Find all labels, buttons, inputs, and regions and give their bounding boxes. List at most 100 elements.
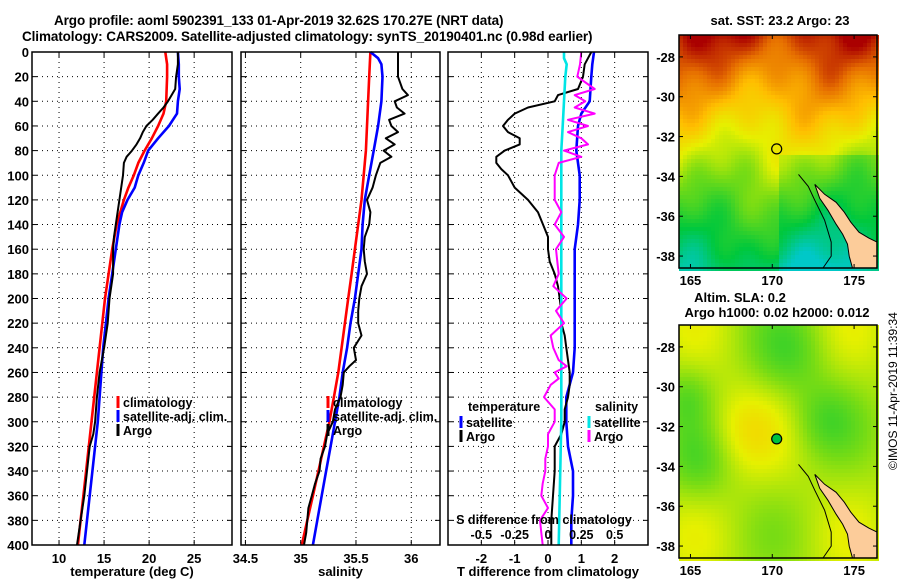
map-cell [703,123,707,127]
map-cell [835,175,839,179]
map-cell [755,457,759,461]
map-cell [815,83,819,87]
map-cell [707,143,711,147]
map-cell [791,51,795,55]
map-cell [739,59,743,63]
map-cell [851,449,855,453]
map-cell [767,179,771,183]
map-cell [863,39,867,43]
map-cell [691,429,695,433]
map-cell [787,155,791,159]
map-cell [795,357,799,361]
map-cell [707,457,711,461]
map-cell [691,191,695,195]
map-cell [703,55,707,59]
map-cell [795,179,799,183]
map-cell [739,441,743,445]
map-cell [687,361,691,365]
map-cell [731,267,735,271]
map-cell [859,111,863,115]
map-cell [863,385,867,389]
map-cell [823,433,827,437]
map-cell [779,107,783,111]
map-cell [707,417,711,421]
map-cell [771,231,775,235]
map-cell [731,107,735,111]
map-cell [699,67,703,71]
map-cell [775,219,779,223]
map-cell [823,155,827,159]
map-cell [767,243,771,247]
map-cell [779,453,783,457]
map-cell [835,83,839,87]
map-cell [703,349,707,353]
map-cell [687,365,691,369]
x-tick-label: 0 [544,551,551,566]
map-cell [747,353,751,357]
map-cell [787,345,791,349]
map-cell [703,183,707,187]
map-cell [727,397,731,401]
map-cell [703,191,707,195]
map-cell [795,413,799,417]
map-cell [779,267,783,271]
map-cell [731,231,735,235]
map-cell [767,373,771,377]
map-cell [691,247,695,251]
map-cell [775,393,779,397]
map-cell [795,393,799,397]
map-cell [759,191,763,195]
map-cell [735,99,739,103]
map-cell [807,119,811,123]
map-cell [731,381,735,385]
map-cell [835,457,839,461]
map-cell [831,91,835,95]
map-cell [839,453,843,457]
map-cell [687,203,691,207]
map-cell [715,267,719,271]
map-cell [683,179,687,183]
map-cell [867,71,871,75]
map-cell [683,163,687,167]
map-cell [811,353,815,357]
map-cell [743,449,747,453]
map-cell [851,199,855,203]
map-cell [855,111,859,115]
map-cell [783,99,787,103]
map-cell [831,353,835,357]
map-cell [807,139,811,143]
map-cell [699,449,703,453]
map-cell [739,445,743,449]
map-cell [743,239,747,243]
map-cell [695,135,699,139]
map-y-tick-label: -36 [656,209,675,224]
map-cell [747,47,751,51]
map-cell [783,239,787,243]
map-cell [847,369,851,373]
map-cell [799,75,803,79]
map-cell [691,345,695,349]
map-cell [823,67,827,71]
map-cell [763,123,767,127]
map-cell [791,135,795,139]
map-cell [695,449,699,453]
secondary-tick-label: 0 [545,528,552,542]
map-cell [739,361,743,365]
map-cell [731,357,735,361]
map-cell [711,449,715,453]
map-cell [827,243,831,247]
map-cell [791,103,795,107]
map-cell [859,143,863,147]
map-cell [699,247,703,251]
map-cell [731,143,735,147]
map-cell [731,353,735,357]
map-cell [747,135,751,139]
map-cell [811,235,815,239]
map-cell [683,461,687,465]
map-cell [803,231,807,235]
map-cell [843,239,847,243]
map-cell [783,263,787,267]
map-cell [807,453,811,457]
map-cell [819,91,823,95]
map-cell [703,235,707,239]
